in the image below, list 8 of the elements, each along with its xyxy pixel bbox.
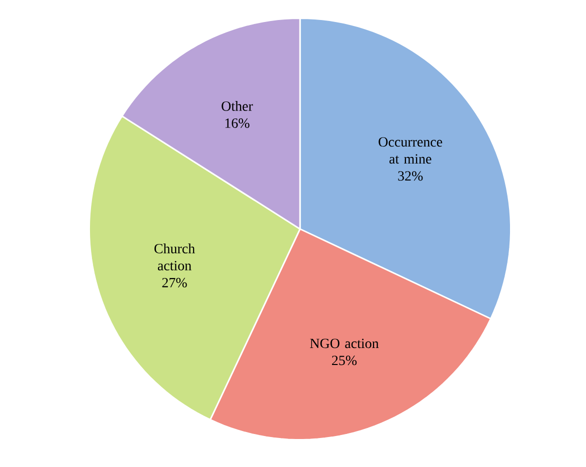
slice-label: NGO action	[310, 338, 379, 348]
slice-label: Occurrence at mine	[378, 137, 442, 164]
slice-label: Church action	[154, 244, 195, 270]
data-label: 25%	[332, 356, 357, 366]
data-label: 16%	[225, 118, 250, 128]
data-label: 32%	[398, 171, 423, 181]
slice-label: Other	[222, 101, 253, 111]
data-label: 27%	[162, 278, 187, 288]
